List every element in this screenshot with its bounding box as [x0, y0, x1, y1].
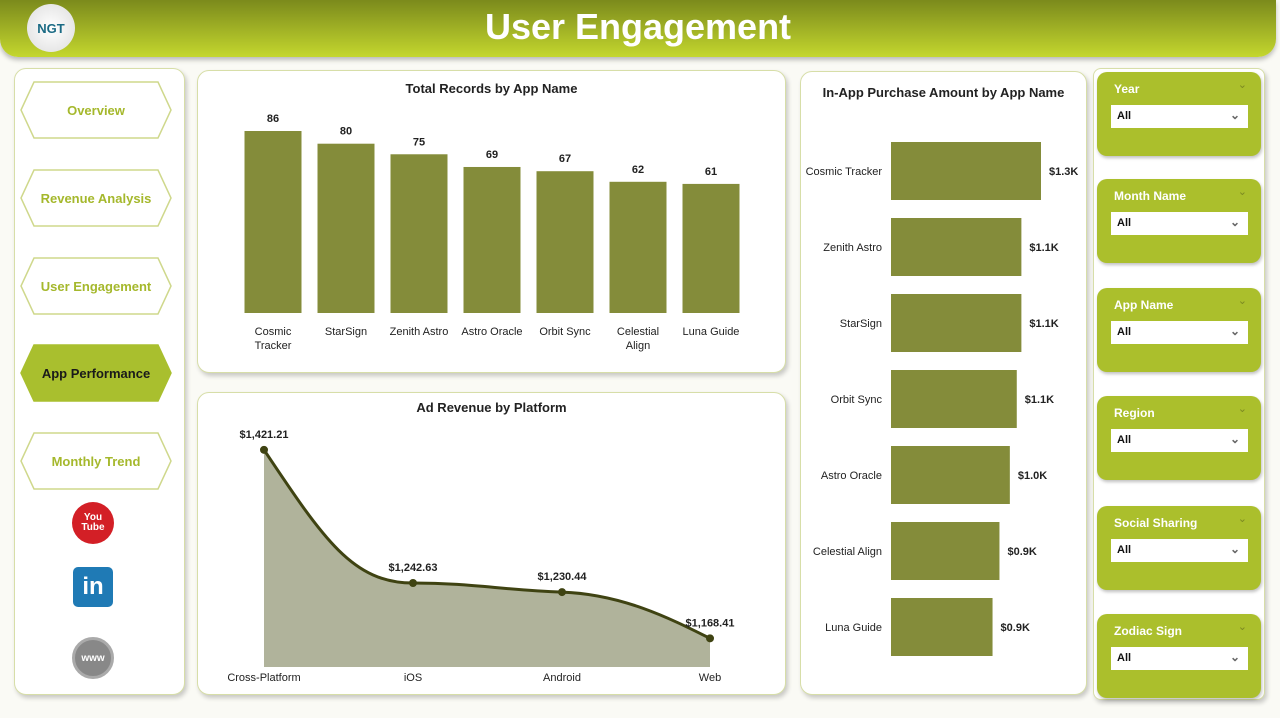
filter-label: Region [1114, 406, 1155, 420]
filter-panel [1093, 68, 1265, 700]
chevron-down-icon[interactable]: ⌄ [1237, 79, 1247, 91]
nav-monthly-trend[interactable]: Monthly Trend [20, 432, 172, 490]
nav-user-engagement[interactable]: User Engagement [20, 257, 172, 315]
chevron-down-icon[interactable]: ⌄ [1237, 621, 1247, 633]
filter-label: App Name [1114, 298, 1174, 312]
chart-title: In-App Purchase Amount by App Name [822, 85, 1065, 100]
filter-value: All [1117, 544, 1132, 556]
filter-dropdown[interactable]: All ⌄ [1111, 105, 1248, 128]
bar[interactable] [682, 183, 740, 313]
ad-revenue-chart: Ad Revenue by Platform [197, 392, 786, 695]
chevron-down-icon: ⌄ [1229, 542, 1240, 556]
filter-social-sharing: Social Sharing ⌄ All ⌄ [1097, 506, 1261, 590]
filter-zodiac-sign: Zodiac Sign ⌄ All ⌄ [1097, 614, 1261, 698]
chevron-down-icon[interactable]: ⌄ [1237, 403, 1247, 415]
filter-value: All [1117, 434, 1132, 446]
filter-value: All [1117, 217, 1132, 229]
nav-label: User Engagement [40, 278, 152, 294]
linkedin-icon[interactable]: in [73, 567, 113, 607]
bar[interactable] [390, 154, 448, 313]
filter-value: All [1117, 110, 1132, 122]
nav-revenue-analysis[interactable]: Revenue Analysis [20, 169, 172, 227]
filter-dropdown[interactable]: All ⌄ [1111, 429, 1248, 452]
x-tick-label: Cosmic Tracker [255, 326, 292, 352]
chevron-down-icon[interactable]: ⌄ [1237, 295, 1247, 307]
bar[interactable] [244, 131, 302, 313]
nav-overview[interactable]: Overview [20, 81, 172, 139]
bar[interactable] [463, 166, 521, 313]
in-app-purchase-chart: In-App Purchase Amount by App Name [800, 71, 1087, 695]
data-label: 67 [559, 153, 571, 165]
filter-label: Month Name [1114, 189, 1186, 203]
nav-label: Overview [67, 102, 125, 118]
bar[interactable] [317, 143, 375, 313]
nav-label: App Performance [41, 365, 151, 381]
nav-label: Monthly Trend [51, 453, 141, 469]
data-label: 80 [340, 126, 352, 138]
filter-dropdown[interactable]: All ⌄ [1111, 321, 1248, 344]
filter-label: Social Sharing [1114, 516, 1198, 530]
data-label: 62 [632, 164, 644, 176]
chevron-down-icon: ⌄ [1229, 108, 1240, 122]
filter-app-name: App Name ⌄ All ⌄ [1097, 288, 1261, 372]
chevron-down-icon: ⌄ [1229, 650, 1240, 664]
x-tick-label: Zenith Astro [390, 326, 449, 338]
filter-label: Zodiac Sign [1114, 624, 1183, 638]
bar[interactable] [609, 181, 667, 313]
data-label: 86 [267, 113, 279, 125]
filter-dropdown[interactable]: All ⌄ [1111, 647, 1248, 670]
filter-label: Year [1114, 82, 1140, 96]
chevron-down-icon[interactable]: ⌄ [1237, 513, 1247, 525]
filter-dropdown[interactable]: All ⌄ [1111, 212, 1248, 235]
nav-label: Revenue Analysis [40, 190, 152, 206]
filter-region: Region ⌄ All ⌄ [1097, 396, 1261, 480]
nav-app-performance[interactable]: App Performance [20, 344, 172, 402]
x-tick-label: StarSign [325, 326, 367, 338]
x-tick-label: Luna Guide [683, 326, 740, 338]
header: NGT User Engagement [0, 0, 1276, 57]
filter-year: Year ⌄ All ⌄ [1097, 72, 1261, 156]
x-tick-label: Astro Oracle [461, 326, 522, 338]
filter-month-name: Month Name ⌄ All ⌄ [1097, 179, 1261, 263]
data-label: 61 [705, 166, 717, 178]
x-tick-label: Celestial Align [617, 326, 659, 352]
logo: NGT [27, 4, 75, 52]
filter-value: All [1117, 326, 1132, 338]
chevron-down-icon: ⌄ [1229, 215, 1240, 229]
chevron-down-icon: ⌄ [1229, 324, 1240, 338]
chevron-down-icon: ⌄ [1229, 432, 1240, 446]
x-tick-label: Orbit Sync [539, 326, 591, 338]
page-title: User Engagement [484, 6, 792, 47]
youtube-icon[interactable]: You Tube [72, 502, 114, 544]
filter-value: All [1117, 652, 1132, 664]
chevron-down-icon[interactable]: ⌄ [1237, 186, 1247, 198]
www-icon[interactable]: www [72, 637, 114, 679]
chart-title: Total Records by App Name [405, 81, 578, 96]
filter-dropdown[interactable]: All ⌄ [1111, 539, 1248, 562]
data-label: 75 [413, 136, 425, 148]
chart-title: Ad Revenue by Platform [416, 400, 567, 415]
bar[interactable] [536, 171, 594, 313]
data-label: 69 [486, 149, 498, 161]
